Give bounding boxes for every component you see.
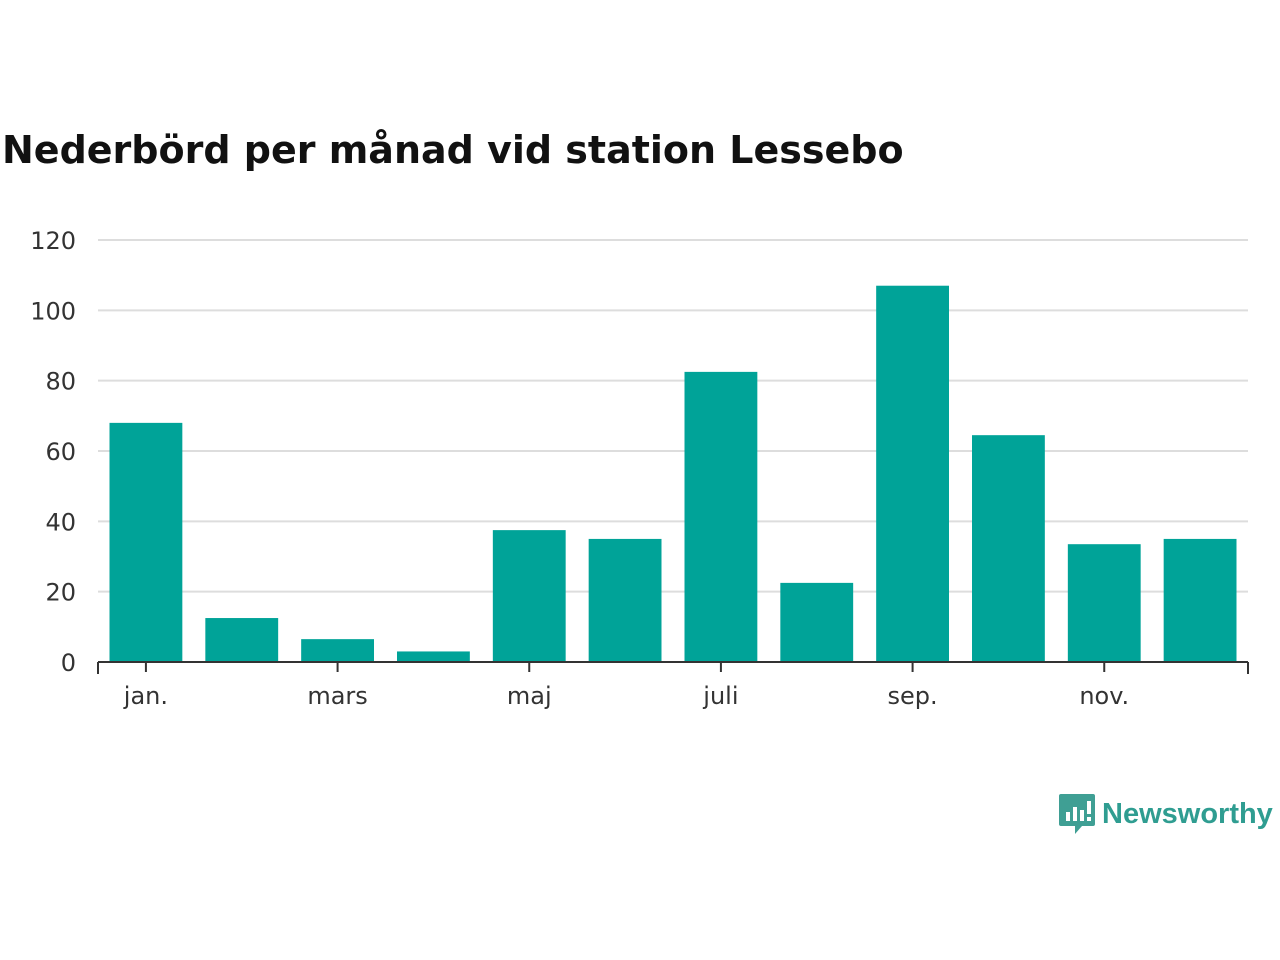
x-tick-label: jan. (123, 682, 168, 710)
chart-title: Nederbörd per månad vid station Lessebo (2, 128, 904, 172)
bar-aug (780, 582, 854, 662)
logo-text: Newsworthy (1102, 797, 1273, 830)
bar-apr (397, 651, 470, 662)
newsworthy-logo-icon (1059, 794, 1095, 834)
x-tick-label: nov. (1079, 682, 1129, 710)
bar-juni (588, 538, 662, 662)
bar-jan (109, 422, 183, 662)
y-tick-label: 80 (45, 368, 76, 396)
bar-mars (301, 639, 374, 662)
x-axis-ticks: jan. mars maj juli sep. nov. (123, 682, 1129, 710)
x-tick-label: mars (307, 682, 367, 710)
x-tick-label: sep. (888, 682, 938, 710)
x-axis (97, 661, 1249, 674)
bars (109, 285, 1237, 662)
y-tick-label: 100 (30, 297, 76, 325)
gridlines (98, 239, 1248, 593)
bar-maj (492, 530, 566, 662)
y-tick-label: 40 (45, 508, 76, 536)
x-tick-label: maj (507, 682, 552, 710)
y-tick-label: 120 (30, 227, 76, 255)
newsworthy-logo: Newsworthy (1058, 792, 1273, 836)
y-tick-label: 60 (45, 438, 76, 466)
bar-okt (972, 435, 1045, 662)
x-tick-label: juli (702, 682, 738, 710)
y-axis-ticks: 0 20 40 60 80 100 120 (30, 227, 76, 677)
y-tick-label: 20 (45, 579, 76, 607)
y-tick-label: 0 (61, 649, 76, 677)
bar-juli (684, 371, 758, 662)
bar-dec (1163, 538, 1237, 662)
bar-sep (876, 285, 949, 662)
bar-nov (1067, 544, 1141, 662)
bar-feb (205, 618, 279, 662)
